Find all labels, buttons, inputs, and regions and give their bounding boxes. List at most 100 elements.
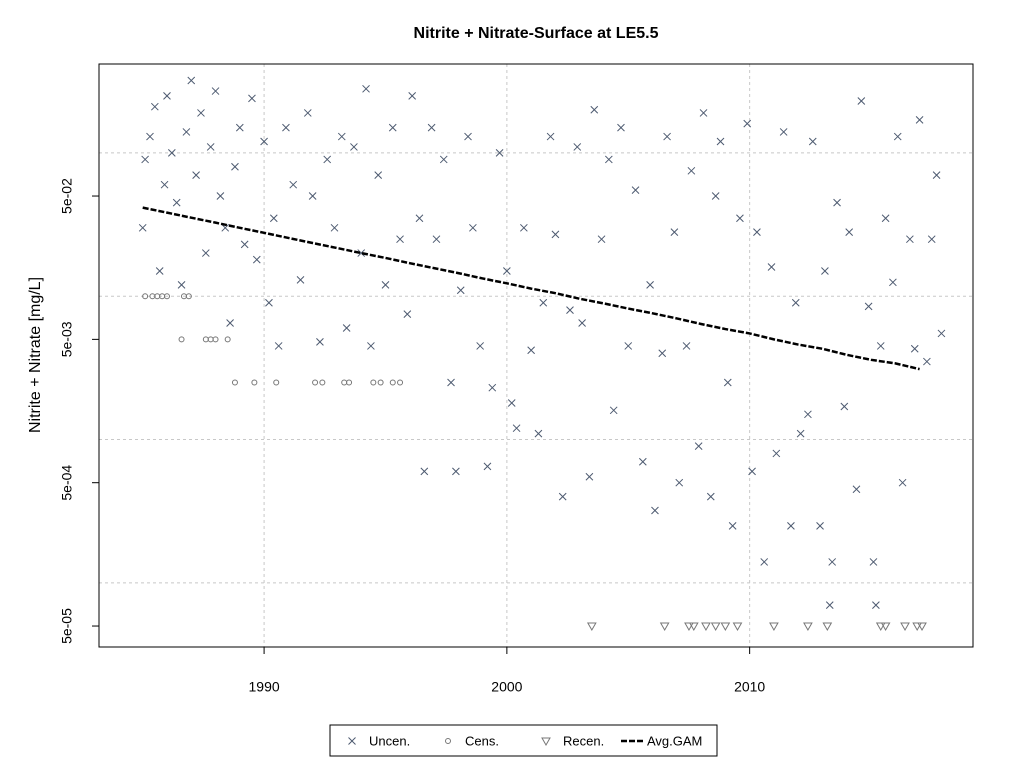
point — [912, 622, 923, 632]
point — [206, 143, 215, 151]
point-stroke — [816, 521, 824, 530]
point — [503, 267, 511, 275]
y-tick-label: 5e-05 — [59, 608, 75, 644]
point-stroke — [427, 123, 436, 132]
point — [869, 558, 878, 566]
point — [898, 478, 907, 487]
point — [296, 276, 305, 284]
point-stroke — [845, 228, 854, 236]
point — [251, 379, 258, 386]
point-stroke — [172, 198, 181, 207]
point — [452, 467, 460, 476]
point-stroke — [658, 349, 667, 358]
point-stroke — [687, 166, 696, 175]
point-stroke — [282, 123, 290, 132]
point-stroke — [551, 230, 560, 239]
point — [211, 87, 220, 95]
point-stroke — [374, 171, 383, 179]
point-stroke — [711, 192, 720, 200]
point-stroke — [753, 228, 761, 236]
legend-label: Cens. — [465, 733, 499, 748]
point-stroke — [350, 143, 358, 151]
y-tick-label: 5e-02 — [59, 178, 75, 214]
point — [495, 149, 504, 157]
point-stroke — [447, 378, 455, 387]
point — [586, 622, 597, 632]
point-stroke — [439, 155, 448, 164]
point-stroke — [833, 198, 841, 207]
point-stroke — [235, 123, 244, 132]
point-stroke — [367, 342, 375, 350]
point-stroke — [617, 123, 625, 132]
point — [308, 192, 317, 200]
point-stroke — [821, 267, 829, 275]
point — [597, 235, 606, 244]
point-stroke — [927, 235, 936, 244]
point — [282, 123, 290, 132]
point — [212, 336, 219, 343]
point — [845, 228, 854, 236]
point — [289, 180, 298, 189]
point — [507, 399, 516, 407]
point — [604, 155, 613, 164]
point-stroke — [675, 478, 684, 487]
point — [566, 306, 574, 314]
point — [512, 424, 521, 433]
x-tick-label: 2000 — [491, 679, 522, 695]
point-stroke — [396, 235, 404, 244]
point — [670, 228, 679, 236]
point — [551, 230, 560, 239]
point — [177, 281, 186, 289]
point — [772, 449, 781, 458]
point-stroke — [226, 319, 234, 327]
point-stroke — [706, 492, 715, 501]
point — [624, 342, 633, 350]
point-stroke — [269, 214, 278, 223]
point — [716, 137, 725, 146]
point — [224, 336, 231, 343]
point-stroke — [296, 276, 305, 284]
point-stroke — [432, 235, 441, 244]
point-stroke — [216, 192, 225, 200]
point-stroke — [852, 485, 861, 494]
point — [163, 91, 171, 100]
point-stroke — [289, 180, 298, 189]
point — [646, 281, 654, 289]
point — [590, 105, 599, 114]
point-stroke — [796, 429, 805, 438]
point — [396, 235, 404, 244]
point — [651, 506, 659, 515]
point-stroke — [694, 442, 703, 450]
point — [464, 132, 472, 141]
point — [178, 336, 185, 343]
point-stroke — [146, 132, 154, 141]
point — [711, 192, 720, 200]
point-stroke — [342, 324, 351, 332]
point-stroke — [585, 472, 594, 481]
point-stroke — [578, 319, 586, 327]
point-stroke — [743, 119, 752, 128]
point-stroke — [573, 143, 582, 151]
point-stroke — [388, 123, 397, 132]
point — [520, 223, 528, 232]
point — [388, 123, 397, 132]
y-tick-label: 5e-04 — [59, 465, 75, 501]
point-stroke — [804, 410, 812, 419]
point-stroke — [274, 342, 283, 350]
plot-frame — [98, 63, 974, 648]
point — [803, 622, 813, 632]
point — [617, 123, 625, 132]
point-stroke — [699, 109, 708, 117]
point — [769, 622, 779, 632]
point-stroke — [808, 137, 817, 146]
point — [362, 84, 370, 93]
point — [585, 472, 594, 481]
point-stroke — [760, 558, 769, 566]
point — [573, 143, 582, 151]
point-stroke — [932, 171, 941, 179]
point-stroke — [825, 601, 834, 609]
point-stroke — [201, 249, 210, 257]
point-stroke — [206, 143, 215, 151]
point-stroke — [670, 228, 679, 236]
